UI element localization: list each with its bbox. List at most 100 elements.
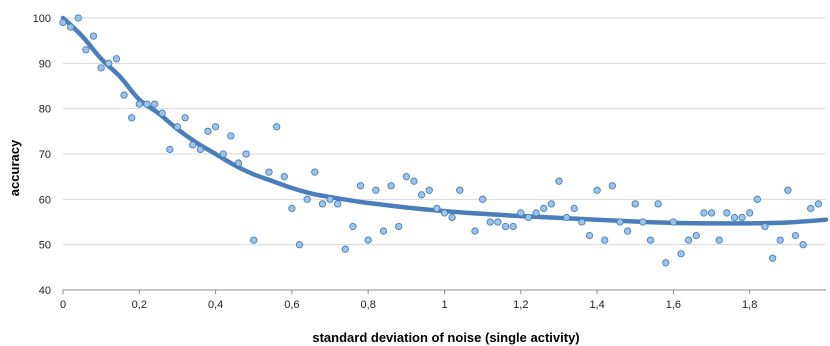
y-tick-label: 40 — [39, 285, 51, 297]
data-point — [593, 186, 601, 194]
x-tick-label: 0,6 — [284, 299, 299, 311]
data-point — [715, 236, 723, 244]
data-point — [456, 186, 464, 194]
data-point — [150, 100, 159, 108]
data-point — [654, 200, 662, 208]
x-axis-title: standard deviation of noise (single acti… — [312, 330, 579, 345]
x-tick-label: 1,6 — [666, 299, 681, 311]
data-point — [555, 177, 563, 185]
data-point — [662, 259, 670, 267]
data-point — [440, 209, 449, 217]
data-point — [272, 123, 281, 131]
data-point — [105, 59, 113, 67]
data-point — [89, 32, 98, 40]
data-point — [471, 227, 479, 235]
data-point — [173, 123, 182, 131]
data-point — [295, 241, 304, 249]
data-point — [66, 23, 75, 31]
x-tick-label: 1,2 — [513, 299, 528, 311]
x-tick-label: 1,8 — [742, 299, 757, 311]
data-point — [700, 209, 708, 217]
x-tick-label: 0,4 — [208, 299, 223, 311]
data-point — [112, 55, 121, 63]
data-point — [570, 204, 578, 213]
data-point — [189, 141, 197, 149]
y-tick-label: 70 — [39, 149, 51, 161]
data-point — [410, 177, 418, 185]
data-point — [364, 236, 372, 244]
data-point — [776, 236, 784, 244]
data-point — [723, 209, 731, 217]
data-point — [639, 218, 647, 226]
data-point — [59, 18, 67, 27]
data-point — [540, 204, 548, 213]
data-point — [547, 200, 555, 208]
data-point — [509, 222, 517, 231]
data-point — [356, 182, 365, 190]
data-point — [158, 109, 166, 117]
data-point — [578, 218, 586, 226]
data-point — [730, 213, 739, 222]
data-point — [517, 209, 525, 217]
data-point — [753, 195, 761, 203]
y-tick-label: 60 — [39, 194, 51, 206]
data-point — [807, 204, 815, 213]
x-axis-ticks: 0 0,2 0,4 0,6 0,8 1 1,2 1,4 1,6 1,8 — [60, 290, 757, 311]
y-axis-title: accuracy — [7, 139, 22, 196]
data-point — [478, 195, 487, 203]
data-point — [486, 218, 494, 226]
data-point — [433, 204, 441, 213]
data-point — [250, 236, 258, 244]
data-point — [738, 213, 746, 222]
data-point — [204, 127, 212, 135]
data-point — [746, 209, 754, 217]
data-point — [631, 200, 639, 208]
data-point — [181, 114, 189, 122]
data-point — [692, 231, 700, 240]
data-point — [707, 209, 716, 217]
data-point — [280, 173, 288, 181]
data-point — [334, 200, 342, 208]
data-point — [288, 204, 296, 213]
gridlines — [63, 17, 826, 291]
data-points — [59, 14, 823, 267]
y-tick-label: 50 — [39, 240, 51, 252]
data-point — [326, 195, 334, 203]
data-point — [372, 186, 380, 194]
data-point — [524, 213, 533, 222]
data-point — [677, 250, 685, 258]
data-point — [227, 132, 235, 140]
data-point — [501, 222, 510, 231]
data-point — [585, 231, 594, 240]
x-tick-label: 1,4 — [589, 299, 604, 311]
data-point — [196, 145, 204, 154]
data-point — [143, 100, 151, 108]
x-tick-label: 0 — [60, 299, 66, 311]
data-point — [135, 100, 143, 108]
trend-line — [60, 15, 829, 226]
data-point — [768, 254, 777, 262]
y-tick-label: 100 — [33, 13, 51, 25]
data-point — [303, 195, 311, 203]
data-point — [494, 218, 502, 226]
data-point — [685, 236, 693, 244]
data-point — [646, 236, 655, 244]
data-point — [562, 213, 571, 222]
data-point — [234, 159, 243, 167]
data-point — [82, 46, 90, 54]
x-tick-label: 0,2 — [132, 299, 147, 311]
y-tick-label: 80 — [39, 104, 51, 116]
data-point — [814, 200, 823, 208]
data-point — [532, 209, 540, 217]
y-tick-label: 90 — [39, 58, 51, 70]
data-point — [120, 91, 128, 99]
data-point — [402, 173, 410, 181]
data-point — [166, 145, 174, 154]
data-point — [669, 218, 678, 226]
x-tick-label: 1 — [441, 299, 447, 311]
data-point — [799, 241, 807, 249]
x-tick-label: 0,8 — [361, 299, 376, 311]
data-point — [341, 245, 349, 253]
data-point — [623, 227, 632, 235]
